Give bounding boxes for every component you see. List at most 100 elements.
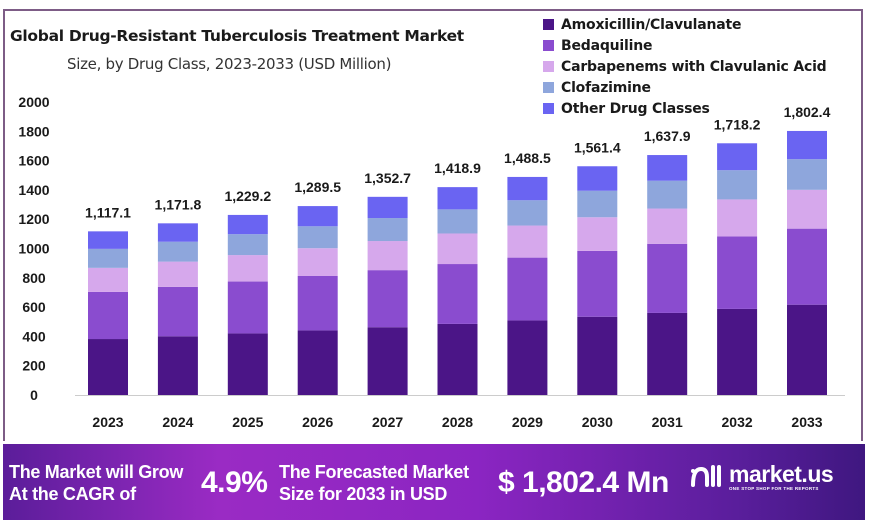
bar-segment xyxy=(367,218,408,242)
bar-segment xyxy=(507,176,548,201)
chart-title: Global Drug-Resistant Tuberculosis Treat… xyxy=(10,27,464,45)
legend-swatch xyxy=(543,19,554,30)
x-tick-label: 2025 xyxy=(232,414,263,430)
legend-swatch xyxy=(543,103,554,114)
legend-swatch xyxy=(543,82,554,93)
total-data-label: 1,418.9 xyxy=(434,160,481,176)
forecast-label-line1: The Forecasted Market xyxy=(279,462,469,482)
cagr-label-line1: The Market will Grow xyxy=(9,462,184,482)
y-tick-label: 1200 xyxy=(18,211,49,227)
bar-segment xyxy=(647,180,688,209)
bar-segment xyxy=(507,257,548,321)
bar-segment xyxy=(577,250,618,317)
bar-segment xyxy=(88,248,128,268)
total-data-label: 1,289.5 xyxy=(294,179,341,195)
bar-segment xyxy=(367,327,408,395)
x-tick-label: 2023 xyxy=(92,414,123,430)
bar-segment xyxy=(88,291,128,340)
bar-segment xyxy=(647,155,688,181)
bar-segment xyxy=(297,226,338,249)
y-tick-label: 0 xyxy=(30,387,38,403)
bar-segment xyxy=(507,225,548,258)
bar-segment xyxy=(297,206,338,227)
stacked-bar-chart: 0 200 400 600 800 1000 1200 1400 1600 1800 2000 1,1… xyxy=(18,94,845,430)
legend-item-other: Other Drug Classes xyxy=(543,98,827,119)
legend-label: Clofazimine xyxy=(561,79,651,96)
bar-segment xyxy=(437,209,478,234)
y-tick-label: 1600 xyxy=(18,153,49,169)
x-tick-label: 2027 xyxy=(372,414,403,430)
bar-segment xyxy=(297,248,338,276)
total-data-label: 1,637.9 xyxy=(644,128,691,144)
x-tick-label: 2028 xyxy=(442,414,473,430)
bar-segment xyxy=(647,312,688,395)
bar-segment xyxy=(787,304,827,395)
legend-label: Bedaquiline xyxy=(561,37,653,54)
bar-segment xyxy=(297,275,338,331)
x-tick-label: 2030 xyxy=(582,414,613,430)
bar-segment xyxy=(507,320,548,395)
bar-segment xyxy=(787,189,827,229)
bar-segment xyxy=(227,255,268,282)
forecast-value: $ 1,802.4 Mn xyxy=(498,466,669,499)
bar-segment xyxy=(157,336,198,395)
bar-segment xyxy=(787,159,827,190)
total-data-label: 1,352.7 xyxy=(364,170,411,186)
bar-segment xyxy=(717,143,758,171)
legend-item-carbapenems: Carbapenems with Clavulanic Acid xyxy=(543,56,827,77)
market-us-logo: market.us ONE STOP SHOP FOR THE REPORTS xyxy=(689,461,834,491)
bar-segment xyxy=(157,261,198,287)
bar-segment xyxy=(437,323,478,395)
forecast-label: The Forecasted Market Size for 2033 in US… xyxy=(279,461,469,505)
total-data-label: 1,802.4 xyxy=(784,104,831,120)
total-data-label: 1,718.2 xyxy=(714,116,761,132)
bar-segment xyxy=(577,190,618,218)
bar-segment xyxy=(88,339,128,395)
bar-segment xyxy=(157,286,198,337)
y-tick-label: 600 xyxy=(22,299,46,315)
bar-segment xyxy=(647,243,688,313)
total-data-label: 1,488.5 xyxy=(504,150,551,166)
bar-segment xyxy=(507,200,548,226)
total-data-label: 1,171.8 xyxy=(155,196,202,212)
x-tick-label: 2029 xyxy=(512,414,543,430)
bar-segment xyxy=(227,214,268,235)
logo-mark-icon xyxy=(691,465,721,487)
bar-segment xyxy=(297,330,338,395)
legend-item-amoxicillin: Amoxicillin/Clavulanate xyxy=(543,14,827,35)
chart-frame xyxy=(3,9,863,441)
summary-banner: The Market will Grow At the CAGR of 4.9% … xyxy=(3,444,865,520)
total-data-label: 1,117.1 xyxy=(85,204,131,220)
legend: Amoxicillin/Clavulanate Bedaquiline Carb… xyxy=(543,14,827,119)
logo-tagline: ONE STOP SHOP FOR THE REPORTS xyxy=(729,486,819,491)
total-data-label: 1,229.2 xyxy=(224,188,271,204)
y-tick-label: 200 xyxy=(22,358,46,374)
legend-label: Amoxicillin/Clavulanate xyxy=(561,16,742,33)
bar-segment xyxy=(717,308,758,395)
bar-segment xyxy=(647,208,688,244)
y-tick-label: 1800 xyxy=(18,123,49,139)
logo-name: market.us xyxy=(729,461,834,487)
y-tick-label: 400 xyxy=(22,328,46,344)
bar-segment xyxy=(157,241,198,262)
legend-item-clofazimine: Clofazimine xyxy=(543,77,827,98)
bar-segment xyxy=(367,196,408,219)
x-tick-label: 2033 xyxy=(791,414,822,430)
chart-subtitle: Size, by Drug Class, 2023-2033 (USD Mill… xyxy=(67,55,392,73)
total-data-label: 1,561.4 xyxy=(574,139,621,155)
bar-segment xyxy=(88,231,128,249)
legend-label: Carbapenems with Clavulanic Acid xyxy=(561,58,827,75)
cagr-value: 4.9% xyxy=(201,466,268,499)
bar-segment xyxy=(717,199,758,237)
y-tick-label: 1400 xyxy=(18,182,49,198)
x-tick-label: 2024 xyxy=(162,414,193,430)
bar-segment xyxy=(157,223,198,242)
y-tick-label: 1000 xyxy=(18,241,49,257)
legend-label: Other Drug Classes xyxy=(561,100,710,117)
bar-segment xyxy=(367,270,408,328)
bar-segment xyxy=(437,187,478,210)
y-tick-label: 2000 xyxy=(18,94,49,110)
bar-segment xyxy=(787,130,827,160)
bar-segment xyxy=(227,281,268,334)
bar-segment xyxy=(227,234,268,256)
